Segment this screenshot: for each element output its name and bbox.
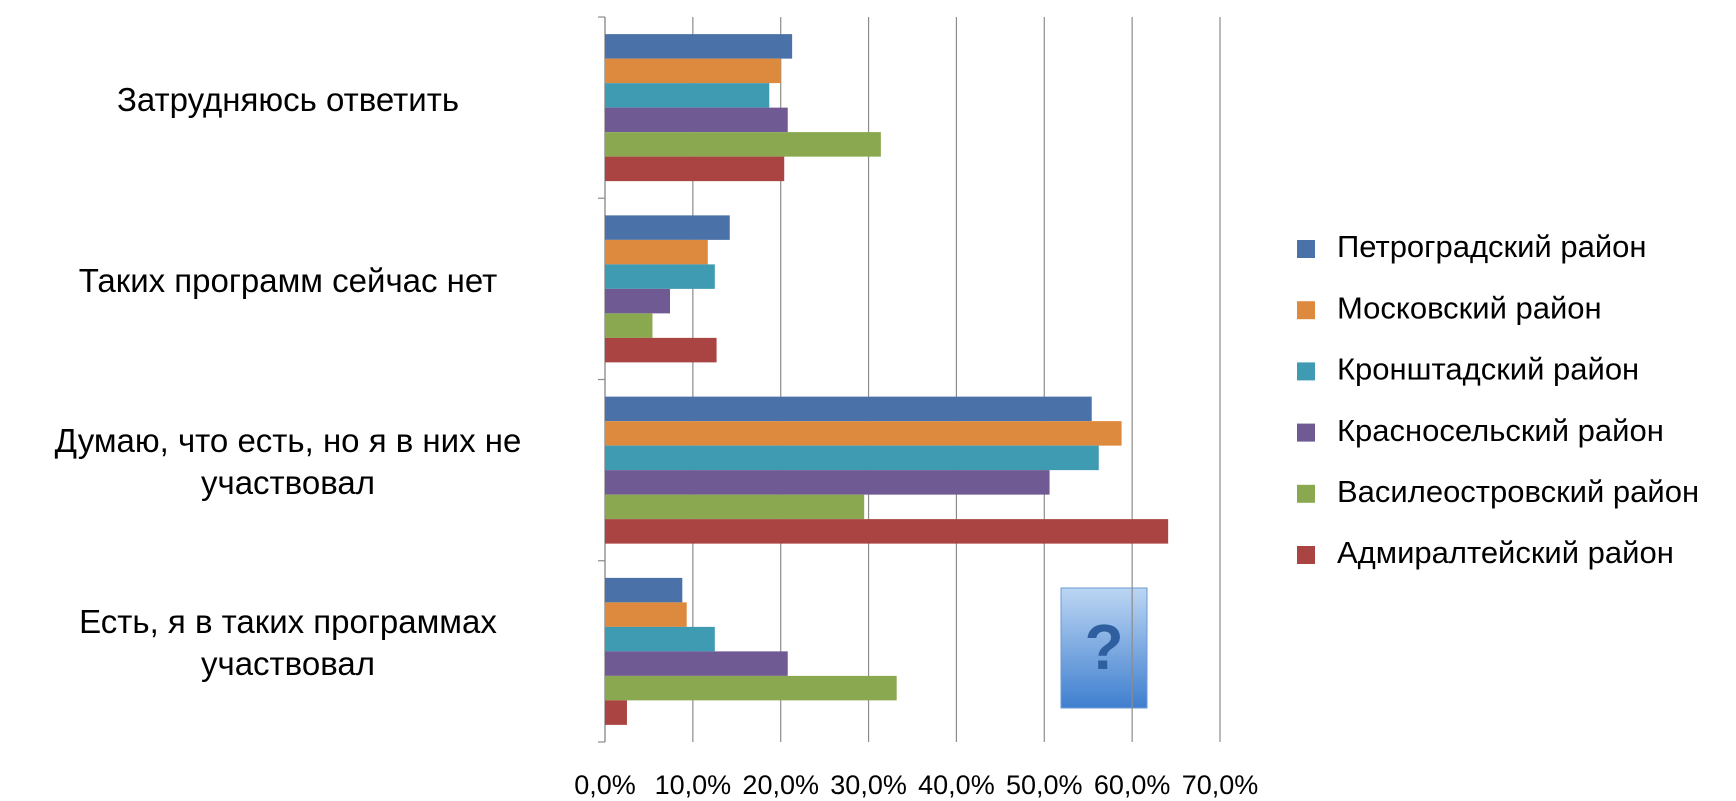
bar [605,494,865,520]
question-icon: ? [1060,587,1148,709]
bar [605,156,785,182]
legend-swatch [1297,362,1315,381]
category-label: Есть, я в таких программах участвовал [79,603,497,683]
bar [605,264,715,289]
bar [605,132,881,157]
legend-swatch [1297,423,1315,442]
x-tick-label: 10,0% [655,770,732,800]
x-tick-label: 40,0% [918,770,995,800]
category-label: Думаю, что есть, но я в них не участвова… [54,422,522,502]
bar [605,519,1169,544]
legend-label: Кронштадский район [1337,352,1639,387]
bar [605,577,683,603]
svg-text:?: ? [1084,611,1123,683]
legend-swatch [1297,301,1315,320]
bar [605,107,788,133]
bar [605,700,627,725]
x-tick-label: 20,0% [742,770,819,800]
category-label: Затрудняюсь ответить [116,80,460,118]
x-tick-label: 70,0% [1182,770,1259,800]
bar [605,239,708,265]
legend-label: Адмиралтейский район [1337,535,1674,570]
bar [605,396,1092,422]
legend-label: Московский район [1337,290,1602,325]
legend-label: Василеостровский район [1337,474,1699,509]
bar [605,313,653,338]
legend-label: Красносельский район [1337,413,1664,448]
legend-swatch [1297,546,1315,564]
legend-swatch [1297,240,1315,258]
bar [605,651,788,676]
x-tick-label: 60,0% [1094,770,1171,800]
bar [605,337,717,363]
bar [605,421,1122,446]
x-tick-label: 30,0% [830,770,907,800]
x-tick-label: 0,0% [574,770,636,800]
bar [605,626,715,652]
bar [605,215,730,240]
bar [605,675,897,701]
bar [605,470,1050,495]
bar [605,58,781,84]
legend-label: Петроградский район [1337,229,1647,264]
bar [605,83,770,108]
x-tick-label: 50,0% [1006,770,1083,800]
bar [605,34,793,59]
legend-swatch [1297,484,1315,503]
bar [605,445,1099,471]
bar [605,288,671,314]
bar [605,602,687,627]
category-label: Таких программ сейчас нет [78,261,498,299]
